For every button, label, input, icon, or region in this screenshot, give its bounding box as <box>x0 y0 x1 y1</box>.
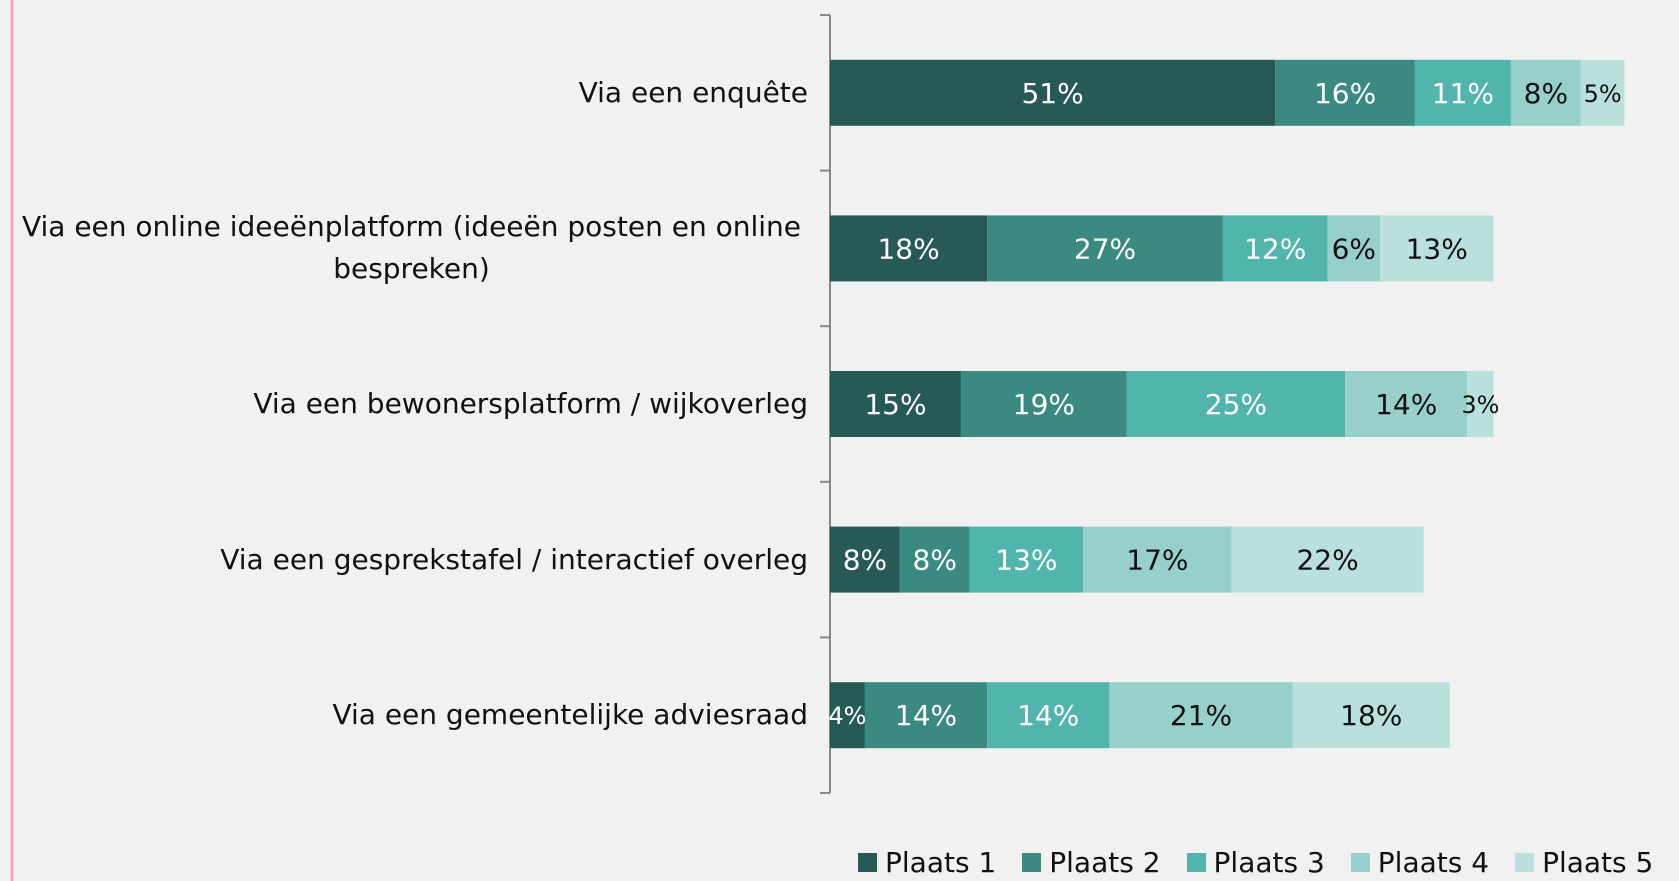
bar-segment <box>1275 59 1415 126</box>
value-label: 13% <box>1406 232 1468 265</box>
bar-segment <box>1231 526 1424 593</box>
category-label: Via een bewonersplatform / wijkoverleg <box>15 354 808 454</box>
legend-swatch <box>1515 853 1535 872</box>
legend-text: Plaats 4 <box>1377 846 1490 879</box>
legend-text: Plaats 5 <box>1542 846 1654 879</box>
bar-segment <box>830 526 900 593</box>
value-label: 14% <box>1375 388 1437 421</box>
bar-segment <box>830 215 988 282</box>
category-label: Via een enquête <box>15 43 808 143</box>
value-label: 8% <box>843 544 887 577</box>
legend-swatch <box>858 853 877 872</box>
category-label: Via een gesprekstafel / interactief over… <box>15 510 808 610</box>
value-label: 4% <box>828 702 866 730</box>
value-label: 8% <box>1524 77 1568 110</box>
value-label: 18% <box>1340 699 1402 732</box>
value-label: 17% <box>1126 544 1188 577</box>
bar-segment <box>1510 59 1581 126</box>
legend-item: Plaats 2 <box>1022 846 1161 879</box>
legend-item: Plaats 3 <box>1186 846 1325 879</box>
bar-segment <box>1379 215 1494 282</box>
value-label: 21% <box>1170 699 1232 732</box>
value-label: 13% <box>995 544 1057 577</box>
value-label: 12% <box>1244 232 1306 265</box>
value-label: 5% <box>1584 80 1622 108</box>
bar-segment <box>960 371 1127 437</box>
value-label: 51% <box>1021 77 1083 110</box>
bar-segment <box>830 682 865 749</box>
value-label: 19% <box>1013 388 1075 421</box>
category-text: Via een gemeentelijke adviesraad <box>332 698 808 732</box>
legend-item: Plaats 4 <box>1350 846 1490 879</box>
bar-segment <box>1222 215 1328 282</box>
value-label: 15% <box>864 388 926 421</box>
category-text: Via een bewonersplatform / wijkoverleg <box>253 387 808 420</box>
bar-segment <box>969 526 1084 593</box>
legend-item: Plaats 5 <box>1515 846 1653 879</box>
legend-swatch <box>1350 853 1370 872</box>
value-label: 16% <box>1314 77 1376 110</box>
bar-segment <box>987 215 1223 282</box>
bar-segment <box>1580 59 1625 126</box>
value-label: 11% <box>1432 77 1494 110</box>
category-text: Via een gesprekstafel / interactief over… <box>220 542 808 576</box>
bar-segment <box>830 59 1276 126</box>
bar-segment <box>830 371 961 437</box>
value-label: 3% <box>1461 391 1499 419</box>
category-label: Via een online ideeënplatform (ideeën po… <box>15 198 808 298</box>
value-label: 8% <box>913 544 957 577</box>
value-label: 18% <box>877 232 939 265</box>
value-label: 14% <box>895 699 957 732</box>
bar-segment <box>1414 59 1511 126</box>
legend-text: Plaats 1 <box>885 846 997 879</box>
bar-segment <box>987 682 1110 749</box>
category-text: Via een online ideeënplatform (ideeën po… <box>21 210 802 286</box>
bar-segment <box>1109 682 1293 749</box>
bar-segment <box>864 682 988 749</box>
bar-segment <box>1467 371 1494 437</box>
category-text: Via een enquête <box>578 75 808 109</box>
value-label: 25% <box>1205 388 1267 421</box>
value-label: 14% <box>1017 699 1079 732</box>
legend: Plaats 1 Plaats 2 Plaats 3 Plaats 4 Plaats 5 <box>858 846 1653 879</box>
value-label: 27% <box>1074 232 1136 265</box>
category-label: Via een gemeentelijke adviesraad <box>15 665 808 765</box>
value-label: 6% <box>1332 232 1376 265</box>
legend-text: Plaats 2 <box>1049 846 1161 879</box>
value-label: 22% <box>1296 544 1358 577</box>
bar-segment <box>1327 215 1380 282</box>
bar-segment <box>899 526 970 593</box>
legend-item: Plaats 1 <box>858 846 996 879</box>
bar-segment <box>1292 682 1450 749</box>
legend-swatch <box>1186 853 1206 872</box>
legend-text: Plaats 3 <box>1213 846 1325 879</box>
legend-swatch <box>1022 853 1042 872</box>
bar-segment <box>1345 371 1468 437</box>
bar-segment <box>1083 526 1232 593</box>
bar-segment <box>1126 371 1346 437</box>
